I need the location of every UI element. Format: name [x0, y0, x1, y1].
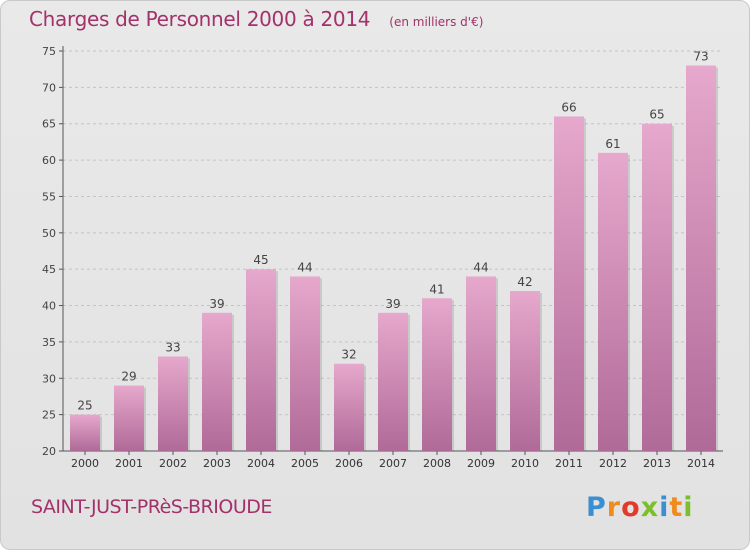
logo-letter: r	[607, 492, 621, 523]
x-tick-label: 2000	[71, 457, 99, 470]
chart-subtitle: (en milliers d'€)	[389, 15, 484, 29]
logo-text: Proxiti	[586, 492, 694, 523]
bar	[554, 116, 584, 452]
x-tick-label: 2011	[555, 457, 583, 470]
bars	[70, 65, 718, 452]
data-label: 61	[605, 137, 620, 151]
x-tick-label: 2001	[115, 457, 143, 470]
data-label: 44	[297, 260, 312, 274]
x-tick-label: 2007	[379, 457, 407, 470]
y-tick-label: 50	[42, 227, 56, 240]
x-tick-label: 2009	[467, 457, 495, 470]
chart-title: Charges de Personnel 2000 à 2014	[29, 7, 371, 31]
proxiti-logo: Proxiti	[586, 492, 694, 523]
x-tick-label: 2004	[247, 457, 275, 470]
bar	[510, 291, 540, 451]
data-label: 42	[517, 275, 532, 289]
bar	[686, 65, 716, 451]
logo-letter: x	[641, 492, 659, 523]
title-line: Charges de Personnel 2000 à 2014 (en mil…	[29, 7, 483, 31]
bar	[334, 363, 364, 451]
y-tick-label: 75	[42, 45, 56, 58]
y-tick-label: 35	[42, 336, 56, 349]
bar	[642, 123, 672, 452]
x-tick-label: 2008	[423, 457, 451, 470]
axes: 20 25 30 35 40 45 50 55 60 65 70 75 2000 2001 2002 2003…	[42, 45, 723, 470]
data-labels: 25 29 33 39 45 44 32 39 41 44 42 66 61 65 73	[77, 50, 708, 413]
logo-letter: P	[586, 492, 607, 523]
place-name: SAINT-JUST-PRèS-BRIOUDE	[31, 496, 272, 518]
bar	[290, 276, 320, 451]
logo-letter: i	[683, 492, 693, 523]
x-tick-label: 2010	[511, 457, 539, 470]
logo-letter: t	[669, 492, 683, 523]
bar	[246, 269, 276, 451]
data-label: 29	[121, 370, 136, 384]
bar	[422, 298, 452, 451]
data-label: 44	[473, 260, 488, 274]
logo-letter: o	[621, 492, 641, 523]
x-tick-label: 2002	[159, 457, 187, 470]
data-label: 45	[253, 253, 268, 267]
bar	[466, 276, 496, 451]
bar	[70, 414, 100, 451]
y-tick-label: 30	[42, 372, 56, 385]
x-tick-label: 2013	[643, 457, 671, 470]
logo-letter: i	[659, 492, 669, 523]
bar	[378, 312, 408, 451]
data-label: 41	[429, 282, 444, 296]
x-tick-label: 2005	[291, 457, 319, 470]
data-label: 65	[649, 108, 664, 122]
y-tick-label: 25	[42, 409, 56, 422]
bar	[158, 356, 188, 451]
x-tick-label: 2012	[599, 457, 627, 470]
data-label: 39	[209, 297, 224, 311]
data-label: 39	[385, 297, 400, 311]
data-label: 73	[693, 50, 708, 64]
y-tick-label: 60	[42, 154, 56, 167]
x-tick-label: 2006	[335, 457, 363, 470]
y-tick-label: 20	[42, 445, 56, 458]
y-tick-label: 65	[42, 118, 56, 131]
bar	[202, 312, 232, 451]
data-label: 66	[561, 100, 576, 114]
x-tick-label: 2014	[687, 457, 715, 470]
y-tick-label: 55	[42, 190, 56, 203]
y-tick-label: 40	[42, 300, 56, 313]
x-tick-label: 2003	[203, 457, 231, 470]
data-label: 32	[341, 348, 356, 362]
bar	[114, 385, 144, 451]
y-tick-label: 45	[42, 263, 56, 276]
data-label: 25	[77, 399, 92, 413]
y-tick-label: 70	[42, 81, 56, 94]
data-label: 33	[165, 340, 180, 354]
bar	[598, 152, 628, 451]
